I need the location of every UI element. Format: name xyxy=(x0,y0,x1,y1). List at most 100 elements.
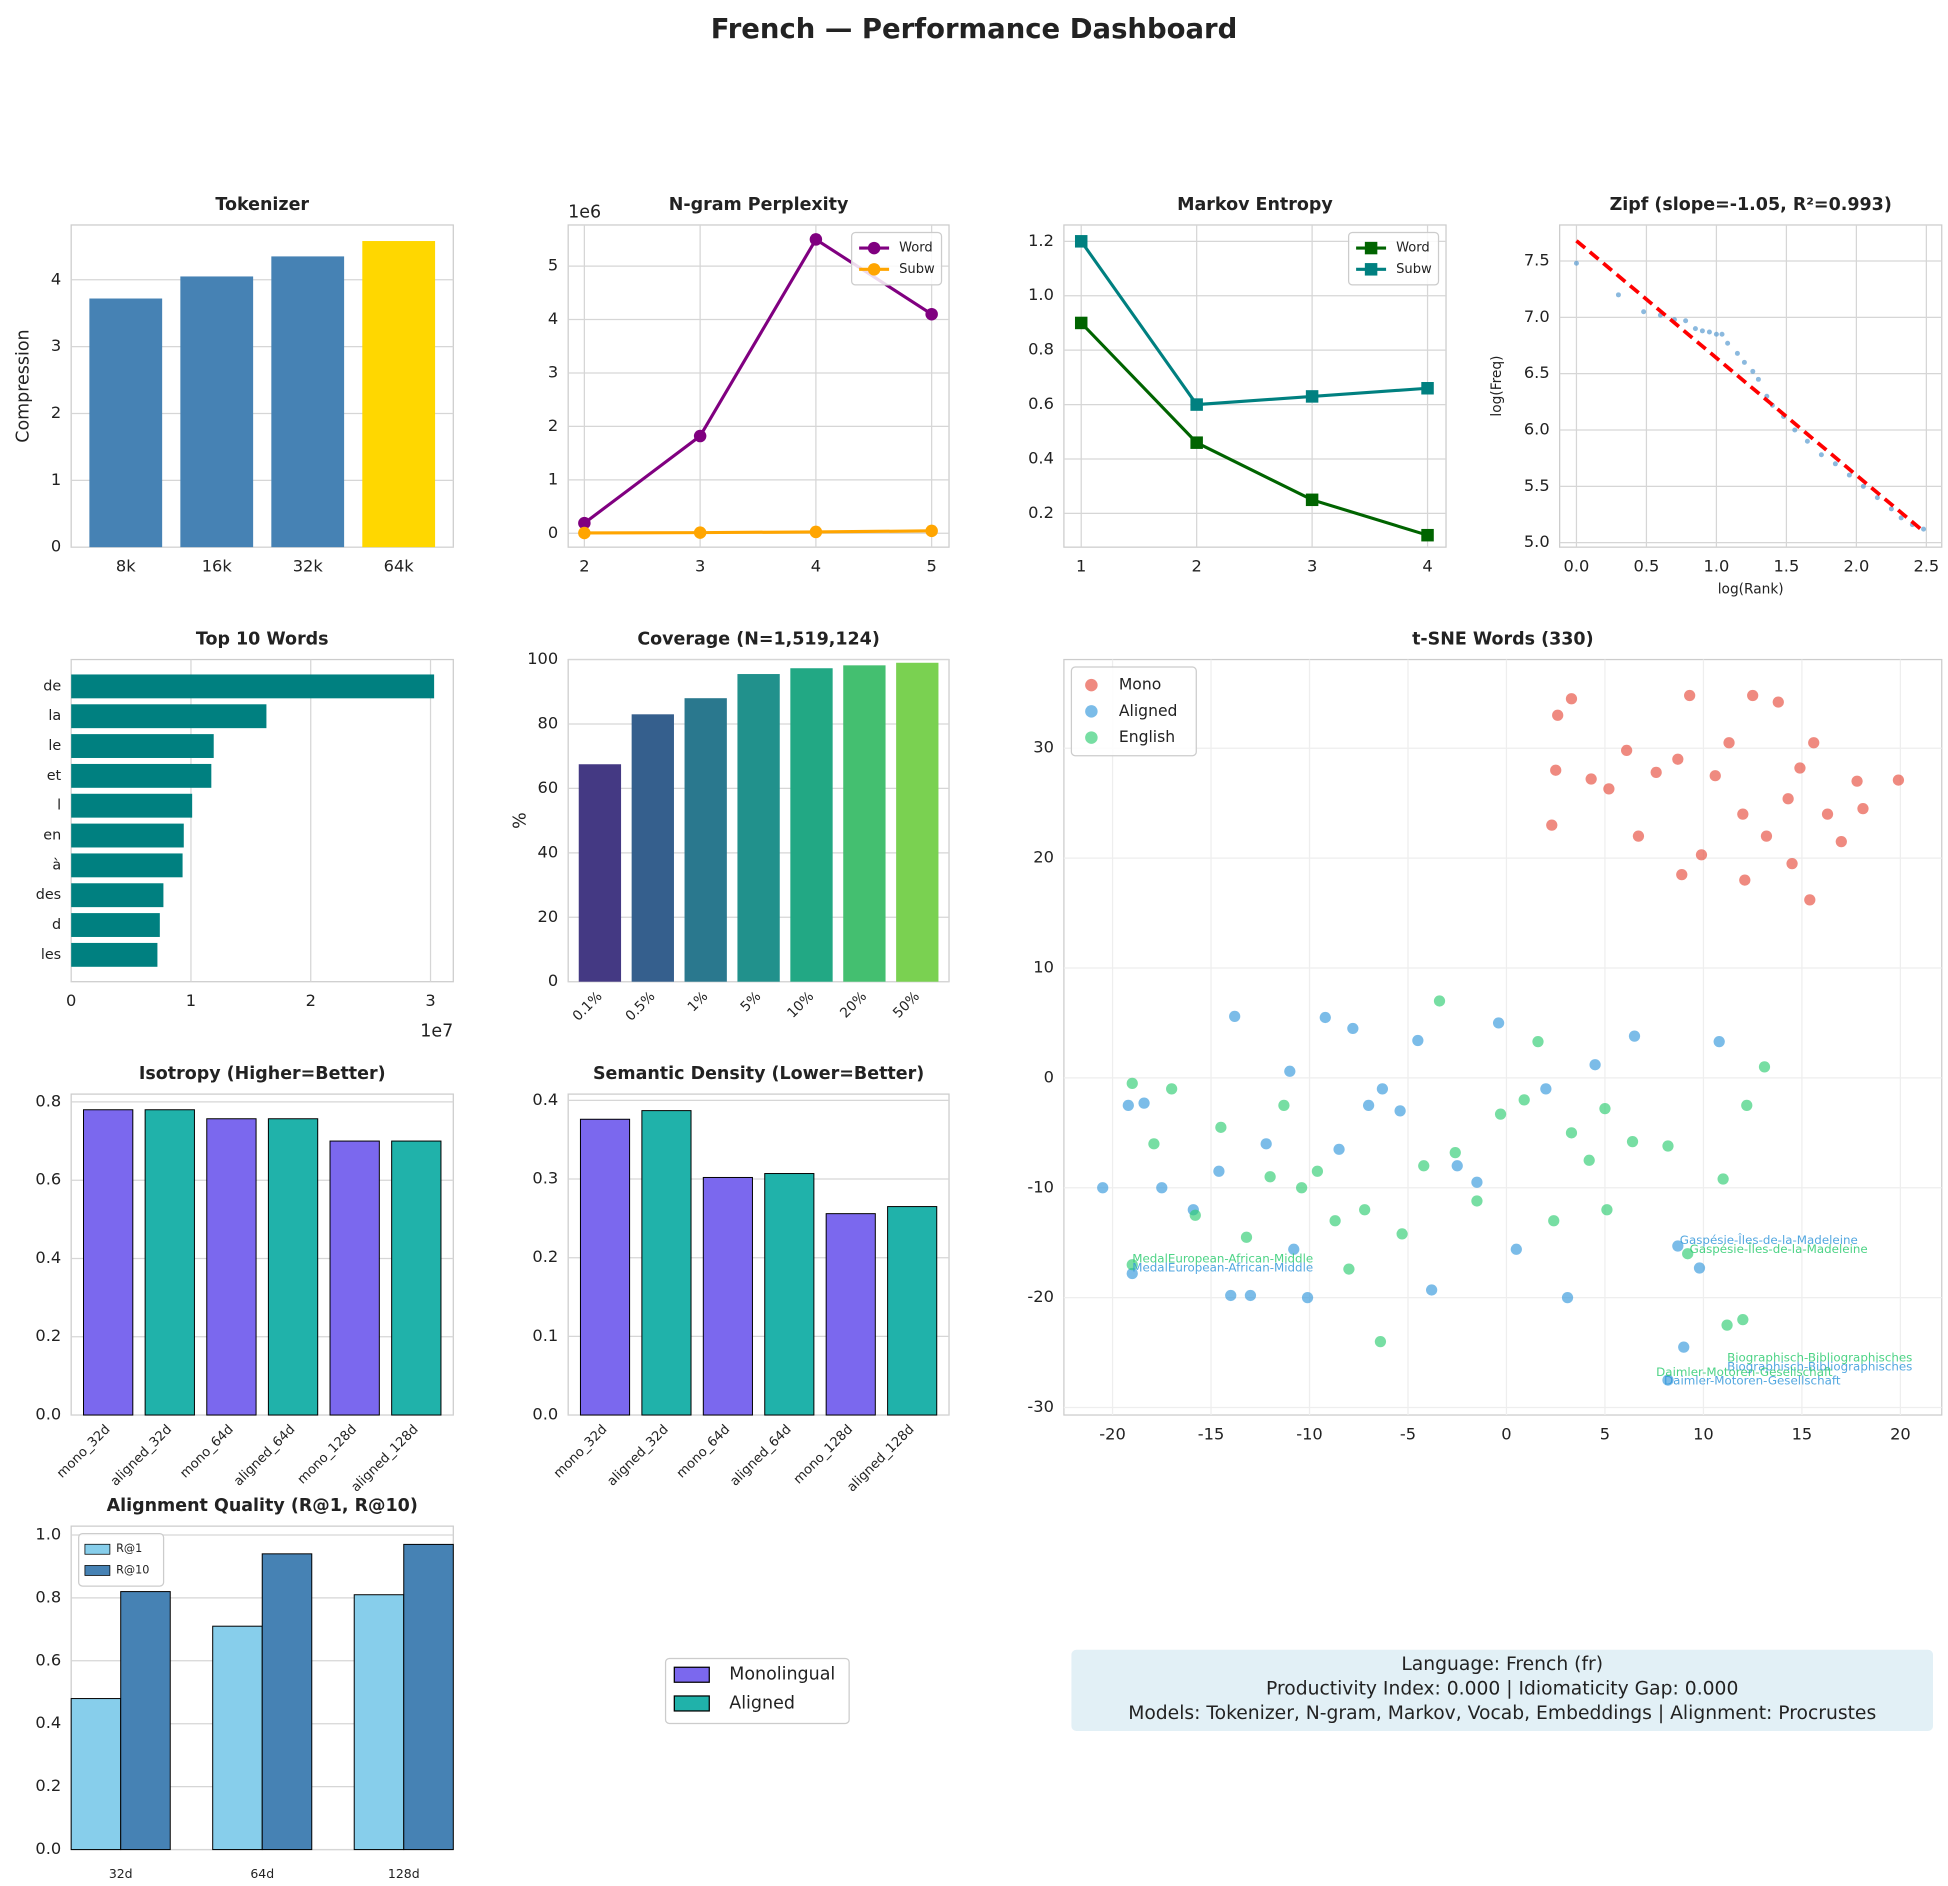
marker xyxy=(1074,235,1088,248)
x-tick-label: -15 xyxy=(1198,1424,1225,1443)
y-tick-label: 80 xyxy=(538,713,559,732)
x-tick-label: 32d xyxy=(109,1866,133,1881)
point xyxy=(1540,1083,1552,1095)
dashboard-title: French — Performance Dashboard xyxy=(711,14,1238,45)
bar xyxy=(71,913,160,937)
annotation: MedalEuropean-African-Middle xyxy=(1132,1252,1313,1266)
y-tick-label: des xyxy=(36,887,61,903)
x-tick-label: 128d xyxy=(388,1866,420,1881)
info-line: Language: French (fr) xyxy=(1401,1654,1603,1675)
x-tick-label: 1.5 xyxy=(1773,557,1799,576)
point xyxy=(1641,309,1647,315)
point xyxy=(1244,1289,1257,1302)
y-tick-label: 0 xyxy=(548,971,558,990)
point xyxy=(1662,1374,1674,1386)
point xyxy=(1650,766,1662,779)
y-tick-label: 0.4 xyxy=(532,1090,558,1109)
point xyxy=(1599,1103,1611,1115)
y-tick-label: -20 xyxy=(1027,1287,1054,1306)
point xyxy=(1565,1127,1578,1139)
point xyxy=(1278,1099,1290,1111)
y-tick-label: 0.6 xyxy=(1028,394,1054,413)
y-tick-label: à xyxy=(52,857,61,873)
y-tick-label: 40 xyxy=(538,842,559,861)
bar xyxy=(71,883,164,908)
annotation-text: Daimler-Motoren-Gesellschaft xyxy=(1664,1374,1841,1388)
y-tick-label: 0 xyxy=(548,523,558,542)
point xyxy=(1632,830,1645,842)
annotation-text: Gaspésie-Îles-de-la-Madeleine xyxy=(1690,1241,1868,1256)
point xyxy=(1240,1231,1253,1243)
y-tick-label: 0.4 xyxy=(35,1713,61,1732)
bar xyxy=(825,1213,876,1416)
point xyxy=(1615,292,1621,298)
legend-swatch xyxy=(84,1565,111,1576)
point xyxy=(1561,1292,1574,1304)
point xyxy=(1311,1165,1324,1177)
annotation-text: Biographisch-Bibliographisches xyxy=(1727,1351,1912,1365)
point xyxy=(1835,836,1847,848)
x-tick-label: 5 xyxy=(926,557,936,576)
point xyxy=(1492,1017,1505,1029)
legend-label: Monolingual xyxy=(729,1665,835,1685)
bar xyxy=(267,1118,319,1416)
point xyxy=(1166,1083,1178,1095)
point xyxy=(1723,737,1735,749)
y-tick-label: -30 xyxy=(1027,1397,1054,1416)
chart-panel: t-SNE Words (330) -20 -15 -10 -5 0 5 10 15 20 -30 -… xyxy=(1027,630,1943,1443)
point xyxy=(1548,1215,1560,1227)
point xyxy=(1709,770,1721,782)
y-tick-label: la xyxy=(48,708,61,724)
bar xyxy=(631,714,674,982)
bar xyxy=(887,1206,938,1416)
y-tick-label: 5 xyxy=(548,256,558,275)
y-tick-label: 1.0 xyxy=(35,1524,61,1543)
marker xyxy=(809,525,823,539)
point xyxy=(1678,1341,1690,1353)
y-tick-label: le xyxy=(48,738,61,754)
axis-offset: 1e7 xyxy=(420,1022,453,1042)
y-tick-label: les xyxy=(41,947,61,963)
line xyxy=(584,529,932,535)
point xyxy=(1213,1165,1225,1177)
plot-area xyxy=(1063,658,1943,1416)
point xyxy=(1794,762,1806,774)
chart-title: Semantic Density (Lower=Better) xyxy=(593,1064,924,1084)
point xyxy=(1426,1284,1438,1296)
legend-label: Mono xyxy=(1119,676,1161,694)
marker xyxy=(809,233,823,246)
point xyxy=(1546,819,1558,831)
point xyxy=(1737,808,1749,820)
info-box xyxy=(1071,1649,1934,1731)
marker xyxy=(1364,263,1378,276)
y-axis-label: Compression xyxy=(14,329,34,442)
point xyxy=(1374,1335,1387,1348)
point xyxy=(1148,1138,1160,1150)
chart-panel: Zipf (slope=-1.05, R²=0.993) 0.0 0.5 1.0 1.5… xyxy=(1489,195,1943,598)
marker xyxy=(1305,390,1319,403)
x-tick-label: 20 xyxy=(1890,1424,1911,1443)
point xyxy=(1695,849,1708,861)
x-tick-label: 0 xyxy=(1501,1424,1511,1443)
y-tick-label: 1.2 xyxy=(1028,231,1054,250)
point xyxy=(1804,438,1810,444)
point xyxy=(1621,744,1633,757)
marker xyxy=(578,516,591,530)
point xyxy=(1804,894,1816,906)
info-line: Models: Tokenizer, N-gram, Markov, Vocab… xyxy=(1128,1703,1876,1724)
y-tick-label: 4 xyxy=(51,269,61,288)
annotation-text: Gaspésie-Îles-de-la-Madeleine xyxy=(1680,1232,1858,1247)
bar xyxy=(329,1140,380,1416)
y-tick-label: 0.8 xyxy=(1028,340,1054,359)
y-tick-label: -10 xyxy=(1027,1177,1054,1196)
point xyxy=(1585,773,1597,785)
point xyxy=(1319,1011,1331,1024)
y-tick-label: de xyxy=(43,678,61,694)
point xyxy=(1583,1154,1595,1166)
y-axis-label: log(Freq) xyxy=(1489,356,1505,417)
point xyxy=(1451,1160,1463,1172)
point xyxy=(1808,737,1820,749)
marker xyxy=(578,526,591,540)
